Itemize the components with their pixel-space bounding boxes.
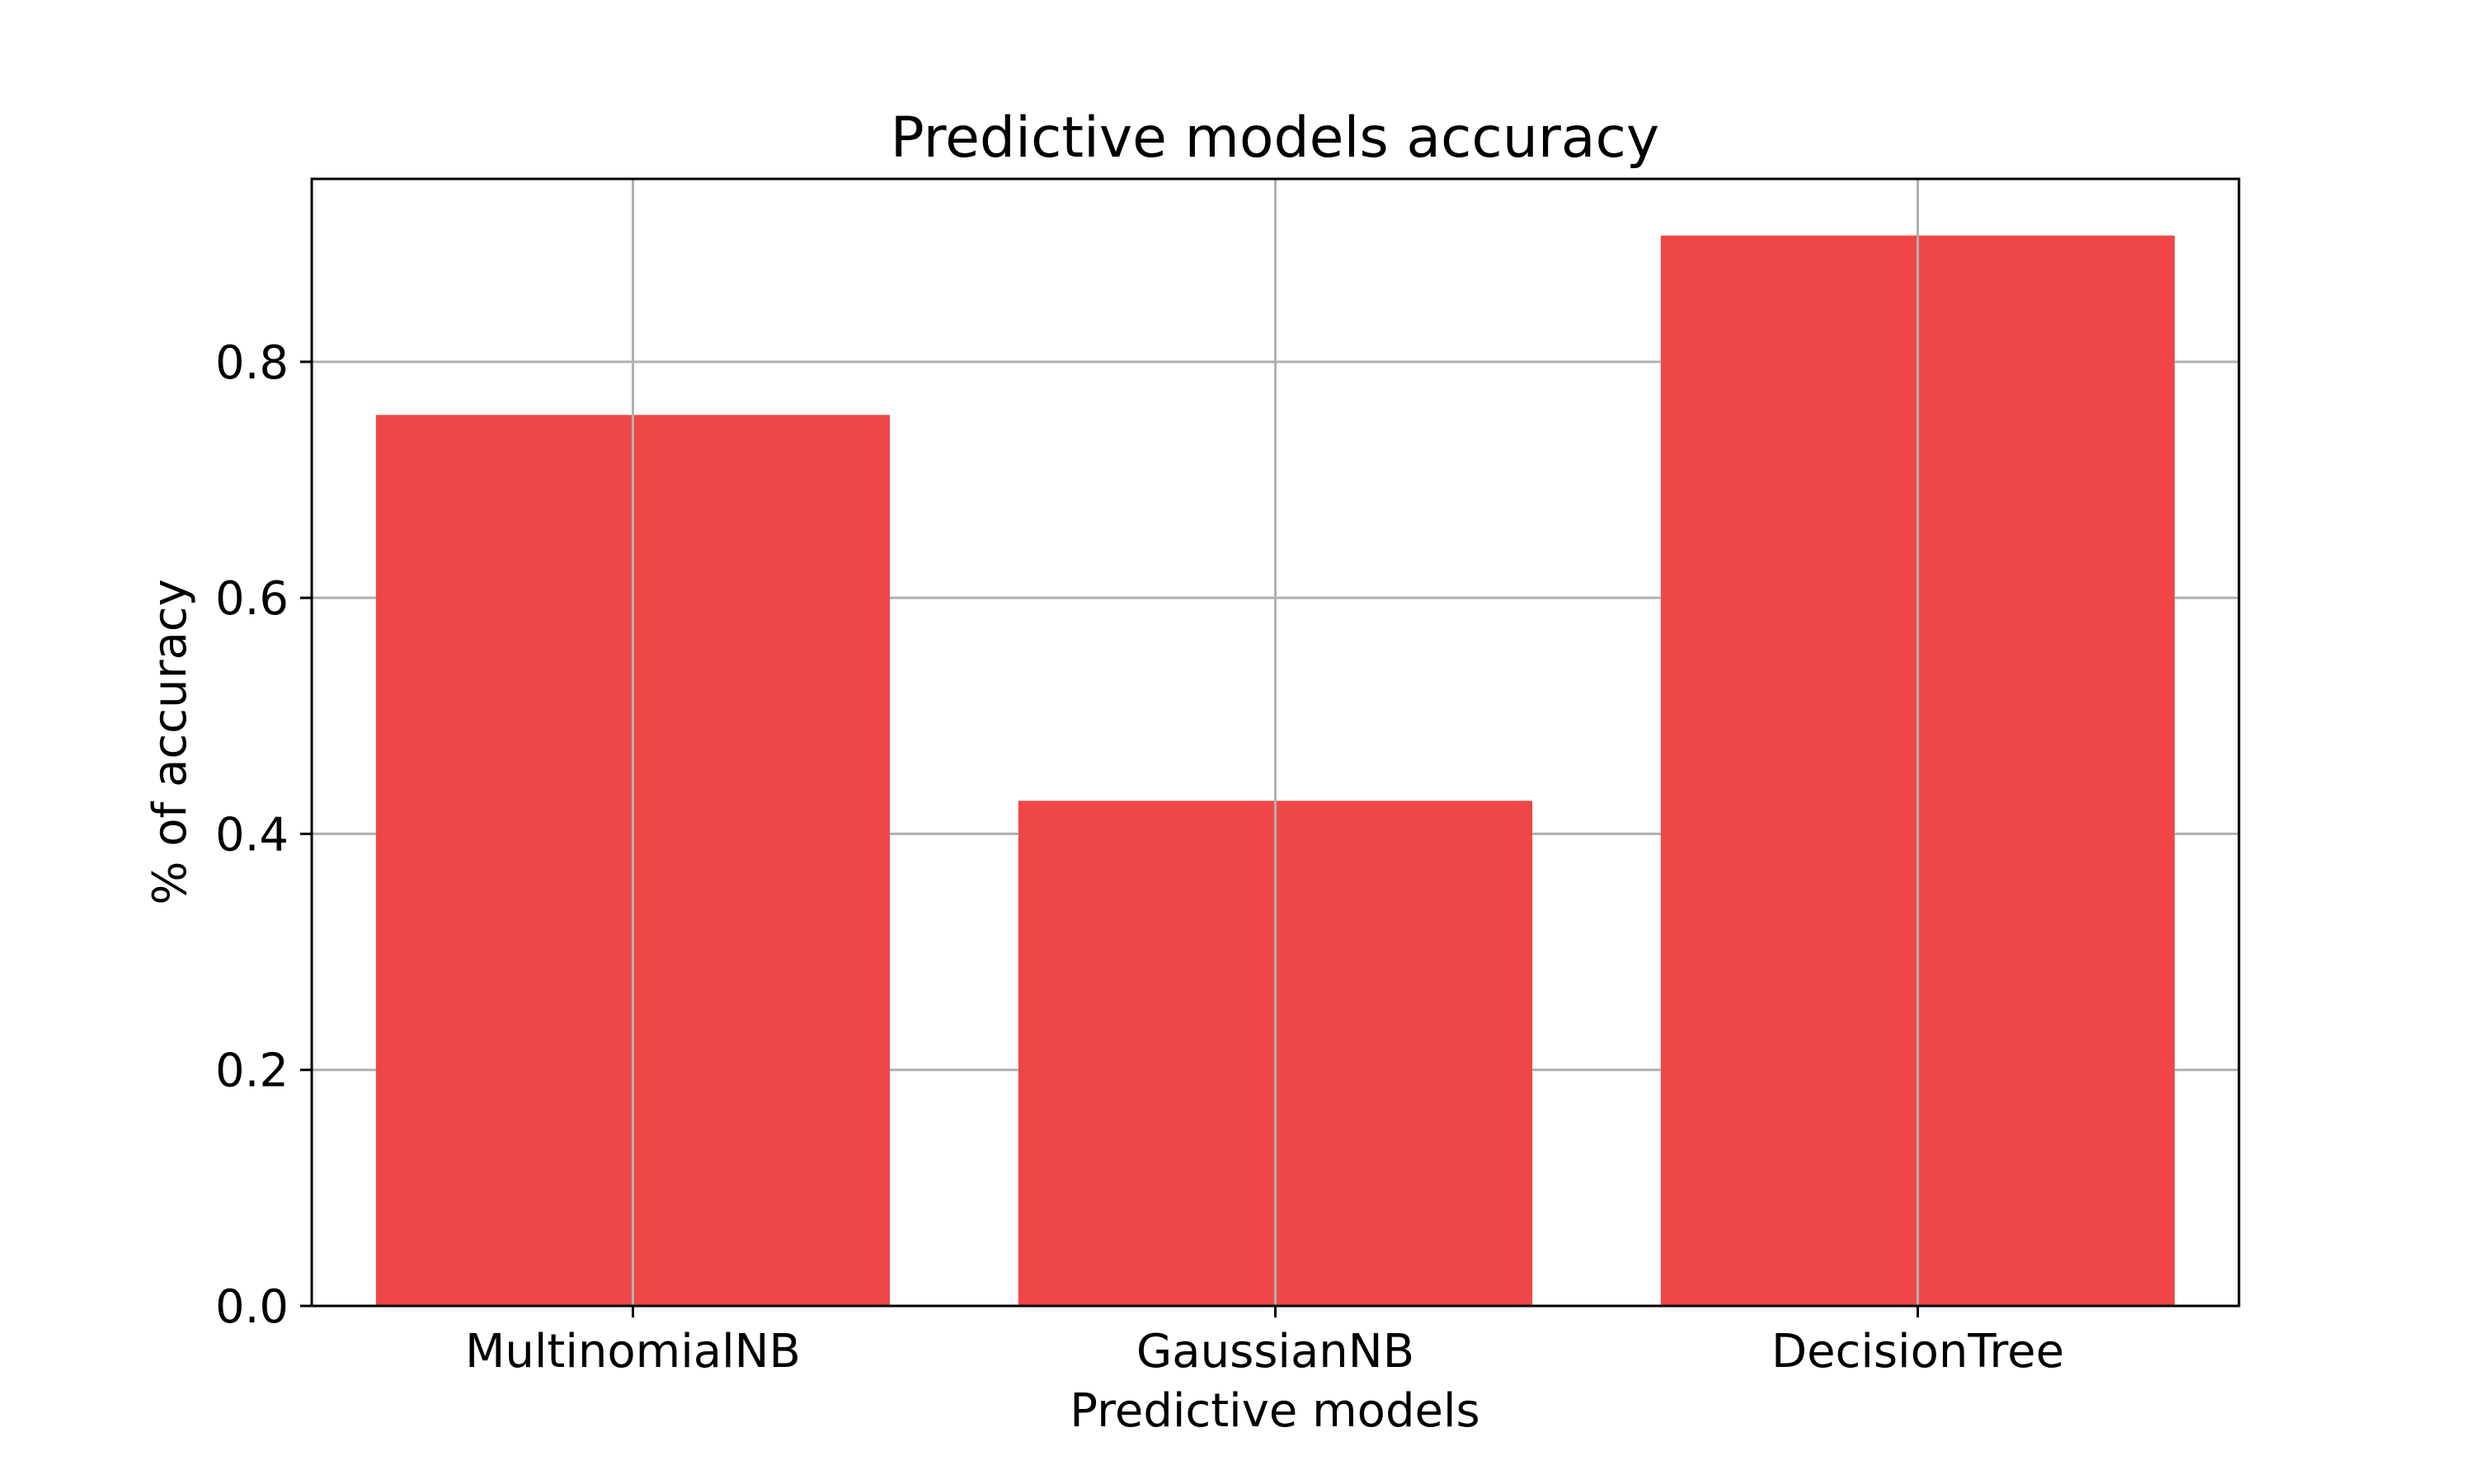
- y-tick-label: 0.6: [215, 572, 289, 626]
- x-axis-label: Predictive models: [1070, 1384, 1479, 1438]
- chart-title: Predictive models accuracy: [891, 106, 1659, 171]
- y-tick-label: 0.0: [215, 1280, 289, 1334]
- y-tick-label: 0.8: [215, 336, 289, 390]
- x-axis-ticks: MultinomialNB GaussianNB DecisionTree: [465, 1306, 2064, 1378]
- x-tick-label: GaussianNB: [1136, 1325, 1414, 1378]
- y-axis-label: % of accuracy: [143, 579, 197, 904]
- y-tick-label: 0.4: [215, 808, 289, 862]
- x-tick-label: DecisionTree: [1771, 1325, 2064, 1378]
- y-tick-label: 0.2: [215, 1045, 289, 1098]
- x-tick-label: MultinomialNB: [465, 1325, 801, 1378]
- vertical-grid-lines: [632, 179, 1919, 1306]
- y-axis-ticks: 0.0 0.2 0.4 0.6 0.8: [215, 336, 312, 1334]
